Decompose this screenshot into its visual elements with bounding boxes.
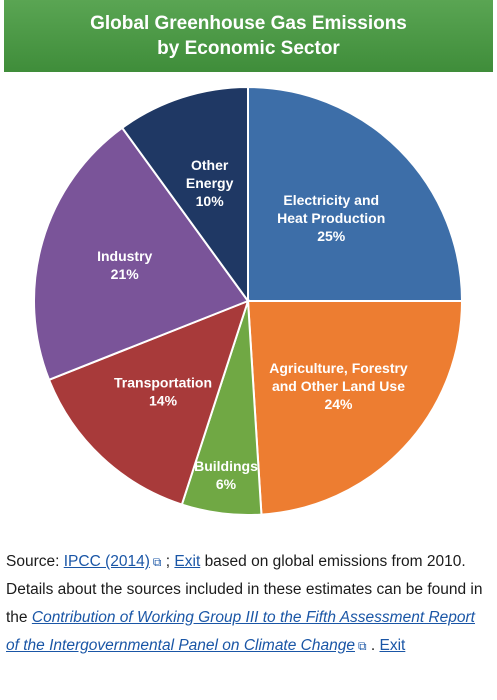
slice-value-label: 25% [317, 228, 346, 244]
chart-area: Electricity and Heat Production 25% Agricul… [4, 72, 493, 540]
external-link-icon: ⧉ [357, 639, 367, 653]
pie-slice-industry [33, 126, 250, 382]
slice-value-label: 24% [324, 396, 353, 412]
slice-category-label: Transportation [114, 374, 212, 390]
pie-slice-transportation [47, 299, 250, 506]
external-link-icon: ⧉ [152, 555, 162, 569]
caption-text-2: . [370, 637, 376, 654]
slice-category-label: Electricity and [283, 192, 379, 208]
chart-subtitle: by Economic Sector [157, 38, 340, 59]
slice-value-label: 14% [149, 392, 178, 408]
pie-chart: Electricity and Heat Production 25% Agricul… [33, 85, 464, 516]
chart-title-bar: Global Greenhouse Gas Emissions by Econo… [4, 0, 493, 72]
report-link[interactable]: Contribution of Working Group III to the… [6, 609, 475, 654]
chart-title: Global Greenhouse Gas Emissions [90, 13, 407, 34]
exit-link-1[interactable]: Exit [174, 553, 201, 570]
caption-text-1: based on global emissions from 2010. Det… [6, 553, 483, 626]
slice-value-label: 6% [216, 476, 237, 492]
source-caption: Source: IPCC (2014) ⧉ ; Exit based on glo… [6, 548, 492, 660]
slice-category-label: and Other Land Use [272, 378, 405, 394]
slice-category-label: Buildings [194, 458, 258, 474]
pie-slice-electricity-and-heat-production [247, 85, 464, 302]
slice-category-label: Industry [97, 248, 152, 264]
source-prefix: Source: [6, 553, 60, 570]
slice-value-label: 21% [111, 266, 140, 282]
slice-category-label: Heat Production [277, 210, 385, 226]
slice-category-label: Energy [186, 175, 234, 191]
slice-category-label: Agriculture, Forestry [269, 360, 408, 376]
exit-link-2[interactable]: Exit [379, 637, 406, 654]
pie-slice-other-energy [120, 85, 249, 305]
slice-value-label: 10% [196, 193, 225, 209]
pie-slice-agriculture-forestry-and-other-land-use [246, 300, 464, 516]
separator-text: ; [165, 553, 171, 570]
slice-category-label: Other [191, 157, 229, 173]
ipcc-link[interactable]: IPCC (2014) [63, 553, 150, 570]
